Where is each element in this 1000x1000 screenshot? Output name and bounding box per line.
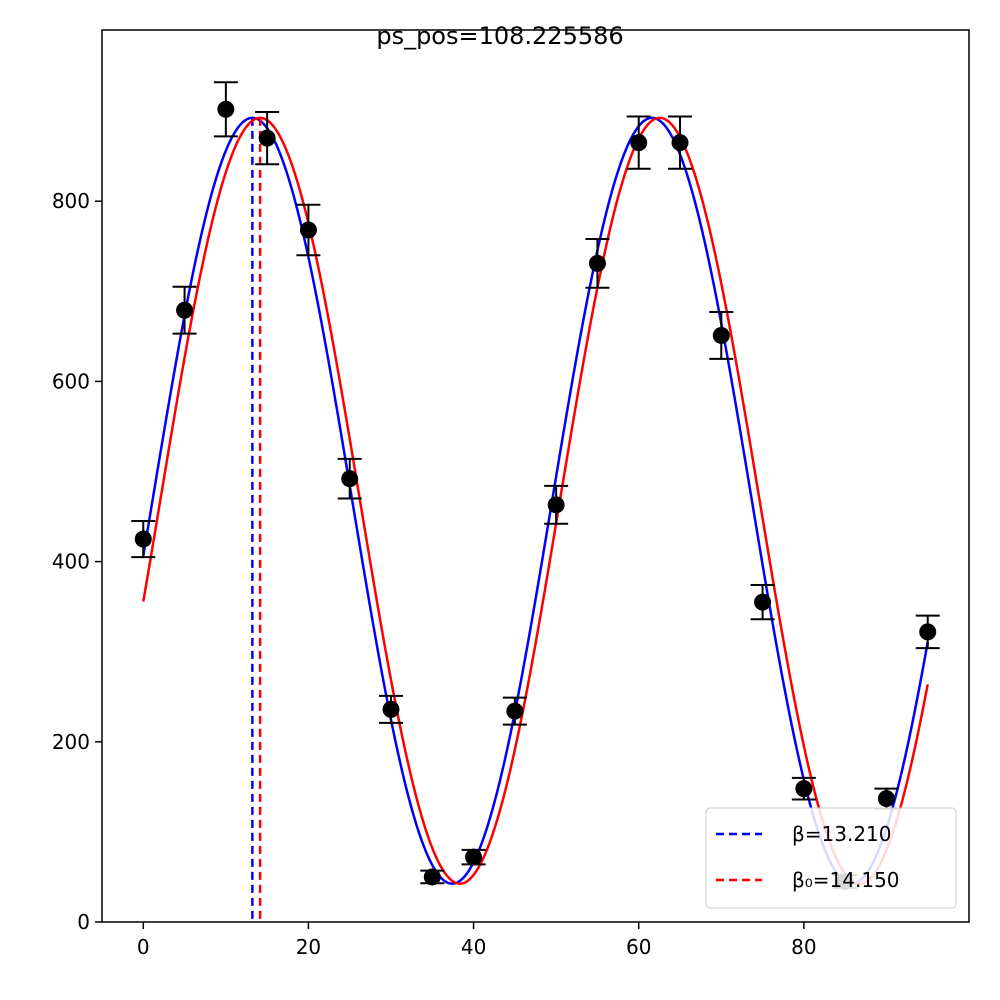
- data-point: [630, 134, 648, 152]
- legend-label-beta: β=13.210: [792, 822, 892, 846]
- data-point: [465, 848, 483, 866]
- data-point: [134, 530, 152, 548]
- data-point: [588, 254, 606, 272]
- data-point: [341, 470, 359, 488]
- data-point: [795, 780, 813, 798]
- legend-label-beta0: β₀=14.150: [792, 868, 900, 892]
- plot-area: [131, 81, 940, 922]
- y-tick-label: 800: [52, 189, 90, 213]
- data-point: [671, 134, 689, 152]
- data-point: [217, 100, 235, 118]
- legend-box: [705, 807, 957, 909]
- data-point: [423, 868, 441, 886]
- data-point: [712, 326, 730, 344]
- data-point: [258, 129, 276, 147]
- data-point: [547, 496, 565, 514]
- data-point: [877, 790, 895, 808]
- x-tick-label: 60: [626, 935, 651, 959]
- data-point: [919, 623, 937, 641]
- y-tick-label: 0: [77, 910, 90, 934]
- data-point: [754, 593, 772, 611]
- axes-frame: [101, 29, 970, 923]
- x-tick-label: 80: [791, 935, 816, 959]
- data-point: [299, 221, 317, 239]
- legend: β=13.210 β₀=14.150: [705, 807, 957, 909]
- data-point: [382, 700, 400, 718]
- data-point: [506, 702, 524, 720]
- y-tick-label: 400: [52, 550, 90, 574]
- data-point: [176, 301, 194, 319]
- fit-curve-1: [142, 116, 929, 885]
- chart-title: ps_pos=108.225586: [376, 22, 623, 50]
- y-tick-label: 600: [52, 369, 90, 393]
- x-tick-label: 20: [296, 935, 321, 959]
- x-tick-label: 0: [137, 935, 150, 959]
- x-tick-label: 40: [461, 935, 486, 959]
- y-tick-label: 200: [52, 730, 90, 754]
